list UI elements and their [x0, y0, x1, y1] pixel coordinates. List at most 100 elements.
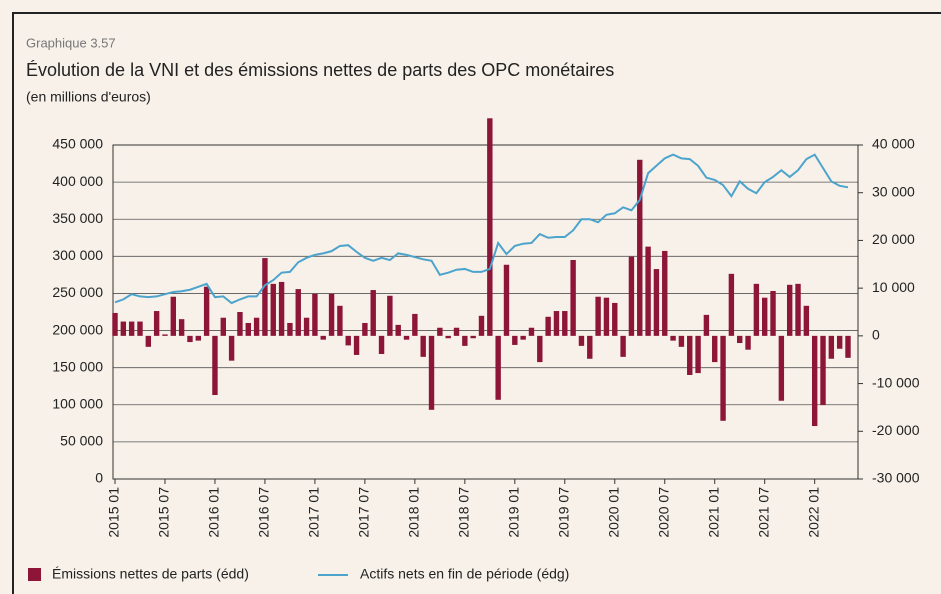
bar: [262, 258, 268, 336]
bar: [278, 281, 285, 336]
bar: [203, 286, 210, 336]
bar: [503, 264, 510, 336]
y-tick-label: 450 000: [52, 136, 103, 152]
bar: [162, 334, 168, 336]
x-tick-label: 2019 01: [506, 487, 522, 538]
bar: [362, 322, 368, 336]
bar: [678, 335, 685, 347]
bar: [712, 335, 718, 363]
y2-tick-label: -20 000: [872, 422, 920, 438]
x-tick-label: 2017 01: [306, 487, 322, 538]
bar: [653, 269, 660, 336]
chart-title: Évolution de la VNI et des émissions net…: [26, 60, 614, 80]
bar: [295, 289, 301, 336]
bar: [453, 327, 460, 336]
bar: [786, 284, 793, 336]
x-tick-label: 2019 07: [555, 487, 571, 538]
x-tick-label: 2020 07: [655, 487, 671, 538]
bar: [520, 335, 526, 340]
bar: [470, 335, 476, 339]
x-tick-label: 2022 01: [805, 487, 821, 538]
bar: [795, 283, 801, 336]
bar: [462, 335, 468, 346]
bar: [445, 335, 451, 339]
y2-tick-label: 0: [872, 327, 880, 343]
bar: [328, 293, 335, 336]
x-tick-label: 2021 01: [705, 487, 721, 538]
bar: [737, 335, 743, 344]
bar: [312, 293, 318, 336]
bar: [178, 319, 185, 336]
bar: [770, 291, 776, 336]
x-tick-label: 2018 07: [456, 487, 472, 538]
y-tick-label: 50 000: [60, 433, 103, 449]
bar: [478, 315, 485, 336]
bar: [670, 335, 676, 341]
bar: [395, 324, 401, 336]
bar: [320, 335, 326, 340]
bar: [570, 259, 576, 336]
bar: [412, 313, 418, 336]
bar: [637, 159, 643, 336]
bar: [153, 311, 160, 336]
bar: [762, 297, 768, 336]
bar: [112, 312, 118, 336]
bar: [128, 321, 135, 336]
bar: [528, 327, 535, 336]
bar: [245, 322, 251, 336]
chart-subtitle: (en millions d'euros): [26, 89, 151, 105]
y-tick-label: 150 000: [52, 358, 103, 374]
bar: [428, 335, 435, 410]
bar: [587, 335, 593, 359]
bar: [387, 295, 393, 336]
bar: [287, 322, 293, 336]
bar: [303, 317, 310, 336]
bar: [612, 302, 618, 336]
chart-label: Graphique 3.57: [26, 35, 116, 50]
bar: [187, 335, 193, 343]
bar: [695, 335, 701, 374]
bar: [137, 321, 143, 336]
bar: [811, 335, 818, 427]
bar: [728, 273, 735, 336]
line: [114, 153, 849, 305]
bar: [553, 311, 560, 336]
bar: [603, 297, 610, 336]
bar: [170, 296, 177, 336]
bar: [620, 335, 626, 357]
bar: [562, 311, 568, 336]
bar: [628, 256, 635, 336]
y2-tick-label: 10 000: [872, 279, 915, 295]
bar: [270, 283, 276, 336]
x-tick-label: 2018 01: [406, 487, 422, 538]
bar: [845, 335, 851, 358]
bar: [512, 335, 518, 345]
y-tick-label: 300 000: [52, 247, 103, 263]
bar: [228, 335, 235, 361]
bar: [645, 246, 651, 336]
bar: [253, 317, 260, 336]
bar: [337, 305, 343, 336]
bar: [803, 305, 810, 336]
bar: [595, 296, 601, 336]
bar: [662, 250, 668, 336]
bar: [212, 335, 218, 396]
y-tick-label: 0: [95, 470, 103, 486]
x-tick-label: 2020 01: [605, 487, 621, 538]
bar: [370, 290, 376, 336]
bar: [836, 335, 843, 349]
bar: [578, 335, 585, 346]
bar: [145, 335, 152, 347]
bar: [403, 335, 410, 340]
y-tick-label: 200 000: [52, 321, 103, 337]
y2-tick-label: 20 000: [872, 231, 915, 247]
bar: [720, 335, 726, 421]
bar: [828, 335, 835, 359]
bar: [437, 327, 443, 336]
bar: [420, 335, 426, 357]
y2-tick-label: -30 000: [872, 470, 920, 486]
bar: [753, 283, 760, 336]
bar: [220, 317, 226, 336]
